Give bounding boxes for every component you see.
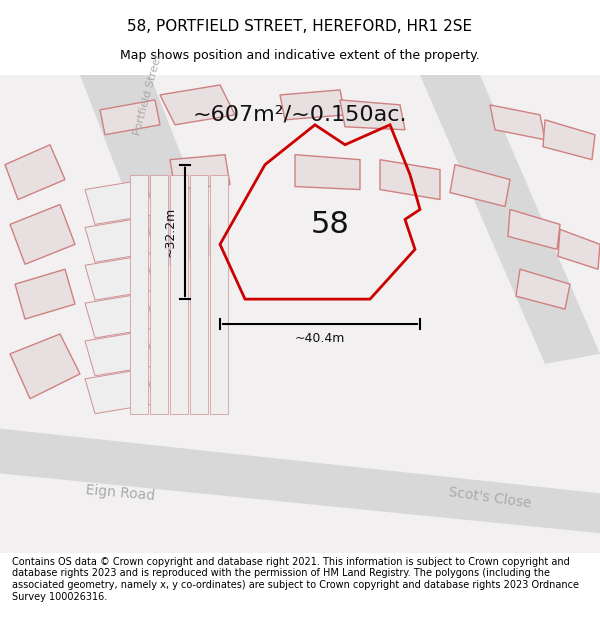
Text: ~607m²/~0.150ac.: ~607m²/~0.150ac.	[193, 105, 407, 125]
Polygon shape	[5, 145, 65, 199]
Polygon shape	[190, 174, 208, 414]
Polygon shape	[490, 105, 545, 140]
Polygon shape	[10, 334, 80, 399]
Polygon shape	[150, 174, 168, 414]
Polygon shape	[85, 179, 155, 224]
Polygon shape	[80, 75, 220, 269]
Polygon shape	[420, 75, 600, 364]
Text: 58, PORTFIELD STREET, HEREFORD, HR1 2SE: 58, PORTFIELD STREET, HEREFORD, HR1 2SE	[127, 19, 473, 34]
Polygon shape	[340, 100, 405, 130]
Polygon shape	[10, 204, 75, 264]
Polygon shape	[15, 269, 75, 319]
Text: Portfield Street: Portfield Street	[133, 53, 164, 137]
Text: ~32.2m: ~32.2m	[163, 207, 176, 257]
Polygon shape	[100, 100, 160, 135]
Text: Eign Road: Eign Road	[85, 483, 155, 503]
Text: Scot's Close: Scot's Close	[448, 486, 532, 511]
Polygon shape	[558, 229, 600, 269]
Polygon shape	[170, 174, 188, 414]
Polygon shape	[210, 174, 228, 414]
Polygon shape	[543, 120, 595, 159]
Polygon shape	[85, 293, 155, 338]
Polygon shape	[130, 174, 148, 414]
Polygon shape	[0, 429, 600, 533]
Text: Map shows position and indicative extent of the property.: Map shows position and indicative extent…	[120, 49, 480, 62]
Polygon shape	[170, 154, 230, 189]
Polygon shape	[516, 269, 570, 309]
Polygon shape	[160, 85, 235, 125]
Polygon shape	[280, 90, 345, 120]
Text: Contains OS data © Crown copyright and database right 2021. This information is : Contains OS data © Crown copyright and d…	[12, 557, 579, 601]
Text: 58: 58	[311, 210, 349, 239]
Polygon shape	[85, 217, 155, 262]
Polygon shape	[380, 159, 440, 199]
Polygon shape	[450, 164, 510, 206]
Polygon shape	[85, 255, 155, 300]
Polygon shape	[85, 331, 155, 376]
Polygon shape	[295, 154, 360, 189]
Polygon shape	[85, 369, 155, 414]
Text: ~40.4m: ~40.4m	[295, 332, 345, 346]
Polygon shape	[508, 209, 560, 249]
